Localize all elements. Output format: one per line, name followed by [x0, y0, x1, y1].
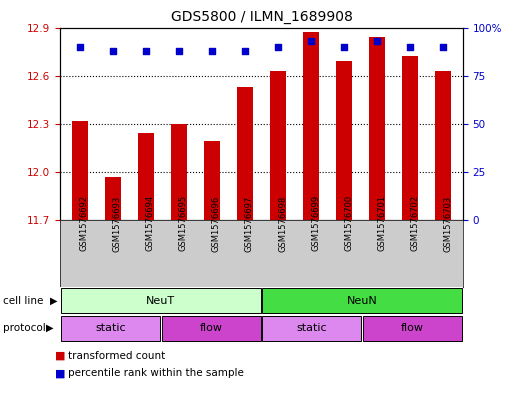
Text: GSM1576703: GSM1576703	[443, 195, 452, 252]
Text: NeuT: NeuT	[146, 296, 175, 306]
Text: NeuN: NeuN	[347, 296, 378, 306]
Point	[373, 38, 381, 44]
Bar	[263, 288, 462, 313]
Text: GSM1576693: GSM1576693	[113, 195, 122, 252]
Point	[274, 44, 282, 50]
Bar	[162, 316, 260, 341]
Point	[340, 44, 348, 50]
Bar	[105, 177, 121, 220]
Bar	[263, 316, 361, 341]
Point	[406, 44, 414, 50]
Text: flow: flow	[200, 323, 223, 333]
Point	[109, 48, 117, 54]
Text: GSM1576698: GSM1576698	[278, 195, 287, 252]
Bar	[72, 121, 88, 220]
Text: percentile rank within the sample: percentile rank within the sample	[68, 368, 244, 378]
Point	[439, 44, 447, 50]
Text: cell line: cell line	[3, 296, 43, 306]
Bar	[369, 37, 385, 220]
Text: GSM1576700: GSM1576700	[344, 195, 353, 252]
Bar	[138, 133, 154, 220]
Text: protocol: protocol	[3, 323, 46, 333]
Text: GSM1576692: GSM1576692	[80, 195, 89, 252]
Bar	[61, 316, 160, 341]
Point	[208, 48, 216, 54]
Bar	[237, 87, 253, 220]
Bar	[435, 71, 451, 220]
Point	[142, 48, 150, 54]
Point	[175, 48, 183, 54]
Text: GSM1576702: GSM1576702	[410, 195, 419, 252]
Point	[307, 38, 315, 44]
Point	[241, 48, 249, 54]
Bar	[402, 56, 418, 220]
Bar	[270, 71, 286, 220]
Text: flow: flow	[401, 323, 424, 333]
Text: GSM1576697: GSM1576697	[245, 195, 254, 252]
Bar	[170, 124, 187, 220]
Text: transformed count: transformed count	[68, 351, 165, 361]
Text: GSM1576696: GSM1576696	[212, 195, 221, 252]
Text: static: static	[95, 323, 126, 333]
Text: ■: ■	[55, 368, 65, 378]
Text: GSM1576695: GSM1576695	[179, 195, 188, 252]
Text: ▶: ▶	[50, 296, 57, 306]
Bar	[303, 32, 319, 220]
Text: static: static	[297, 323, 327, 333]
Text: GSM1576701: GSM1576701	[377, 195, 386, 252]
Bar	[61, 288, 260, 313]
Text: GSM1576694: GSM1576694	[146, 195, 155, 252]
Bar	[204, 141, 220, 220]
Text: GSM1576699: GSM1576699	[311, 195, 320, 252]
Text: ▶: ▶	[46, 323, 53, 333]
Point	[76, 44, 84, 50]
Text: GDS5800 / ILMN_1689908: GDS5800 / ILMN_1689908	[170, 10, 353, 24]
Bar	[336, 61, 353, 220]
Text: ■: ■	[55, 351, 65, 361]
Bar	[363, 316, 462, 341]
